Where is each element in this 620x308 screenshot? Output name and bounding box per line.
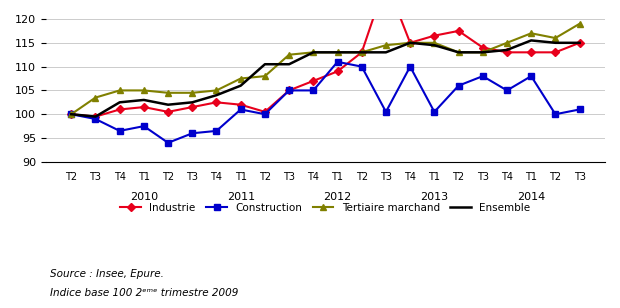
Tertiaire marchand [503,41,511,45]
Tertiaire marchand [213,89,220,92]
Industrie [68,112,75,116]
Tertiaire marchand [68,112,75,116]
Industrie [479,46,487,49]
Tertiaire marchand [164,91,172,95]
Construction [309,89,317,92]
Ensemble [237,84,244,87]
Ensemble [309,51,317,54]
Industrie [92,115,99,119]
Industrie [237,103,244,107]
Ensemble [68,112,75,116]
Tertiaire marchand [188,91,196,95]
Tertiaire marchand [576,22,583,26]
Industrie [358,51,365,54]
Construction [552,112,559,116]
Ensemble [92,115,99,119]
Tertiaire marchand [431,41,438,45]
Industrie [309,79,317,83]
Text: 2013: 2013 [420,192,448,202]
Construction [188,132,196,135]
Ensemble [334,51,341,54]
Text: 2014: 2014 [517,192,546,202]
Industrie [576,41,583,45]
Ensemble [552,41,559,45]
Ensemble [261,63,268,66]
Construction [528,74,535,78]
Tertiaire marchand [455,51,463,54]
Ensemble [455,51,463,54]
Text: 2012: 2012 [324,192,352,202]
Construction [479,74,487,78]
Construction [576,107,583,111]
Ensemble [285,63,293,66]
Line: Ensemble: Ensemble [71,40,580,117]
Ensemble [188,100,196,104]
Construction [116,129,123,133]
Ensemble [213,93,220,97]
Construction [68,112,75,116]
Construction [334,60,341,64]
Legend: Industrie, Construction, Tertiaire marchand, Ensemble: Industrie, Construction, Tertiaire march… [116,198,534,217]
Construction [431,110,438,114]
Tertiaire marchand [92,96,99,99]
Ensemble [382,51,389,54]
Construction [261,112,268,116]
Industrie [552,51,559,54]
Tertiaire marchand [334,51,341,54]
Industrie [285,89,293,92]
Construction [407,65,414,68]
Tertiaire marchand [552,36,559,40]
Tertiaire marchand [479,51,487,54]
Industrie [188,105,196,109]
Text: 2011: 2011 [227,192,255,202]
Tertiaire marchand [116,89,123,92]
Industrie [528,51,535,54]
Construction [503,89,511,92]
Text: Indice base 100 2ᵉᵐᵉ trimestre 2009: Indice base 100 2ᵉᵐᵉ trimestre 2009 [50,288,238,298]
Industrie [140,105,148,109]
Ensemble [503,48,511,52]
Construction [164,141,172,145]
Industrie [407,41,414,45]
Tertiaire marchand [382,43,389,47]
Ensemble [431,43,438,47]
Ensemble [358,51,365,54]
Ensemble [140,98,148,102]
Construction [455,84,463,87]
Construction [382,110,389,114]
Tertiaire marchand [309,51,317,54]
Construction [92,117,99,121]
Line: Industrie: Industrie [68,0,582,120]
Text: 2010: 2010 [130,192,158,202]
Ensemble [407,41,414,45]
Tertiaire marchand [358,51,365,54]
Construction [358,65,365,68]
Ensemble [576,41,583,45]
Tertiaire marchand [528,31,535,35]
Construction [285,89,293,92]
Tertiaire marchand [140,89,148,92]
Line: Tertiaire marchand: Tertiaire marchand [68,20,583,118]
Industrie [334,70,341,73]
Industrie [213,100,220,104]
Industrie [164,110,172,114]
Construction [237,107,244,111]
Construction [213,129,220,133]
Tertiaire marchand [285,53,293,57]
Tertiaire marchand [261,74,268,78]
Construction [140,124,148,128]
Text: Source : Insee, Epure.: Source : Insee, Epure. [50,269,164,279]
Industrie [116,107,123,111]
Industrie [431,34,438,38]
Tertiaire marchand [407,41,414,45]
Industrie [455,29,463,33]
Ensemble [116,100,123,104]
Ensemble [479,51,487,54]
Ensemble [164,103,172,107]
Tertiaire marchand [237,77,244,80]
Industrie [503,51,511,54]
Industrie [261,110,268,114]
Ensemble [528,38,535,42]
Line: Construction: Construction [68,59,582,146]
